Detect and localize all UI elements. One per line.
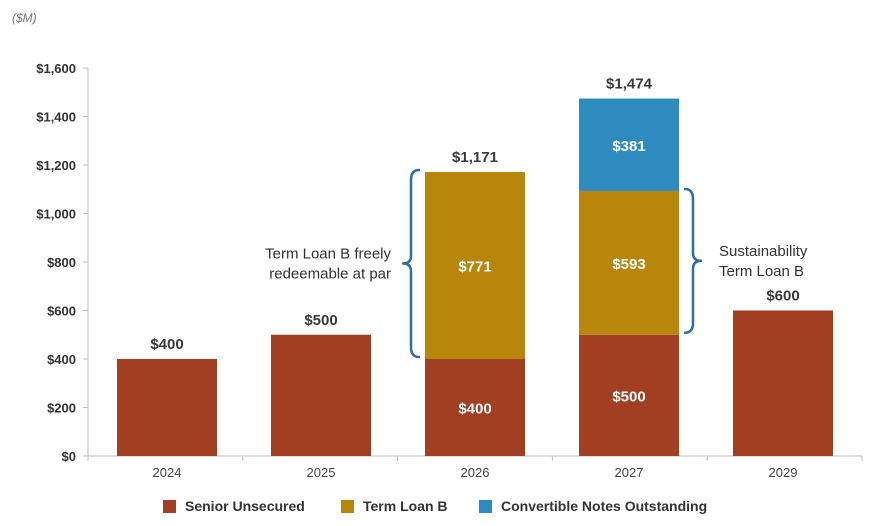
bracket-right: [683, 187, 703, 334]
bar-value-label: $400: [458, 401, 491, 418]
y-tick-label: $1,000: [36, 207, 76, 222]
bar-total-label: $600: [766, 288, 799, 305]
bar-value-label: $593: [612, 256, 645, 273]
y-tick-label: $0: [62, 449, 76, 464]
annotation-text: Term Loan B freely: [265, 246, 391, 263]
legend-swatch-convertible-notes-outstanding: [479, 500, 492, 513]
bar-total-label: $400: [150, 336, 183, 353]
bar-value-label: $500: [612, 388, 645, 405]
x-tick-label: 2025: [307, 465, 336, 480]
bar-convertible-notes-outstanding-2027: [579, 98, 679, 191]
x-tick-label: 2026: [461, 465, 490, 480]
bar-total-label: $1,474: [606, 76, 653, 93]
annotation-text: Sustainability: [719, 243, 808, 260]
y-tick-label: $400: [47, 352, 76, 367]
bar-senior-unsecured-2024: [117, 359, 217, 456]
bars: $400 $500 $400 $771 $1,171 $500 $593 $381 $1,474…: [117, 76, 833, 456]
y-tick-label: $800: [47, 255, 76, 270]
unit-label: ($M): [12, 11, 37, 25]
y-axis: $0 $200 $400 $600 $800 $1,000 $1,200 $1,400 $1,6…: [36, 61, 89, 464]
bar-total-label: $1,171: [452, 149, 498, 166]
bar-term-loan-b-2026: [425, 172, 525, 359]
y-tick-label: $200: [47, 401, 76, 416]
annotation-text: Term Loan B: [719, 263, 804, 280]
y-tick-label: $1,200: [36, 158, 76, 173]
bar-total-label: $500: [304, 312, 337, 329]
y-tick-label: $600: [47, 304, 76, 319]
legend-swatch-term-loan-b: [341, 500, 354, 513]
bar-senior-unsecured-2026: [425, 359, 525, 456]
bar-senior-unsecured-2027: [579, 334, 679, 456]
y-tick-label: $1,400: [36, 110, 76, 125]
bar-term-loan-b-2027: [579, 190, 679, 335]
bar-value-label: $771: [458, 259, 491, 276]
legend-label: Term Loan B: [363, 498, 448, 514]
legend-swatch-senior-unsecured: [163, 500, 176, 513]
annotation-text: redeemable at par: [269, 266, 391, 283]
bar-senior-unsecured-2029: [733, 310, 833, 456]
bar-senior-unsecured-2025: [271, 334, 371, 456]
y-tick-label: $1,600: [36, 61, 76, 76]
legend: Senior Unsecured Term Loan B Convertible N…: [163, 498, 707, 514]
bar-value-label: $381: [612, 138, 645, 155]
x-axis: 2024 2025 2026 2027 2029: [87, 455, 863, 480]
annotations: Term Loan B freely redeemable at par Susta…: [265, 168, 808, 359]
legend-label: Convertible Notes Outstanding: [501, 498, 707, 514]
bracket-left: [401, 168, 421, 359]
x-tick-label: 2029: [769, 465, 798, 480]
x-tick-label: 2024: [153, 465, 182, 480]
legend-label: Senior Unsecured: [185, 498, 305, 514]
x-tick-label: 2027: [615, 465, 644, 480]
